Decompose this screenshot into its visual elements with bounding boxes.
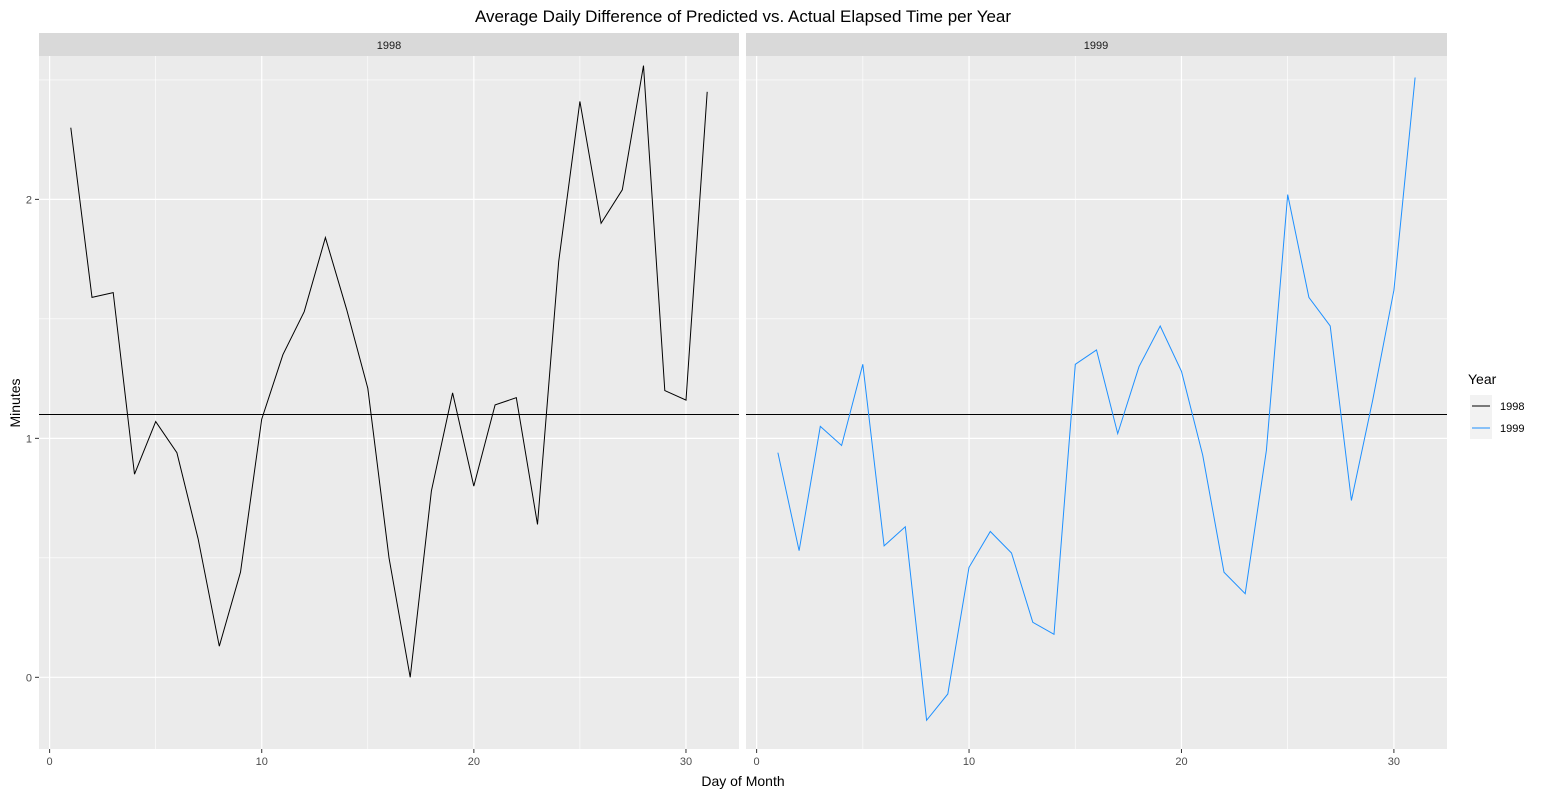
panel-1999: 1999 0 10 20 30 xyxy=(746,33,1447,768)
series-group-1999 xyxy=(777,77,1416,722)
y-axis-ticks: 0 1 2 xyxy=(26,194,39,684)
panel-strip-label-1999: 1999 xyxy=(1084,40,1108,52)
x-tick-label: 30 xyxy=(680,756,692,768)
x-tick-label: 10 xyxy=(963,756,975,768)
x-tick-label: 20 xyxy=(468,756,480,768)
legend-keys: 1998 1999 xyxy=(1470,395,1524,439)
gridlines-1999 xyxy=(746,56,1447,749)
x-tick-label: 10 xyxy=(256,756,268,768)
panel-1998: 1998 0 10 20 30 xyxy=(39,33,739,768)
legend: Year 1998 1999 xyxy=(1468,371,1524,439)
x-tick-label: 20 xyxy=(1175,756,1187,768)
series-line-1998 xyxy=(70,65,708,678)
panel-strip-label-1998: 1998 xyxy=(377,40,401,52)
panel-strip-1998 xyxy=(39,33,739,56)
x-tick-label: 30 xyxy=(1388,756,1400,768)
y-axis-title: Minutes xyxy=(7,378,23,427)
chart-title: Average Daily Difference of Predicted vs… xyxy=(475,7,1011,26)
legend-label-1998: 1998 xyxy=(1500,401,1524,413)
panel-strip-1999 xyxy=(746,33,1447,56)
x-tick-label: 0 xyxy=(47,756,53,768)
y-tick-label: 1 xyxy=(26,433,32,445)
panel-background-1999 xyxy=(746,56,1447,749)
x-axis-title: Day of Month xyxy=(701,773,784,789)
series-group-1998 xyxy=(70,65,708,678)
y-tick-label: 2 xyxy=(26,194,32,206)
x-axis-ticks-1998: 0 10 20 30 xyxy=(47,749,692,768)
x-tick-label: 0 xyxy=(754,756,760,768)
y-tick-label: 0 xyxy=(26,672,32,684)
legend-label-1999: 1999 xyxy=(1500,423,1524,435)
series-line-1999 xyxy=(777,77,1416,722)
x-axis-ticks-1999: 0 10 20 30 xyxy=(754,749,1400,768)
legend-title: Year xyxy=(1468,371,1497,387)
panel-background-1998 xyxy=(39,56,739,749)
